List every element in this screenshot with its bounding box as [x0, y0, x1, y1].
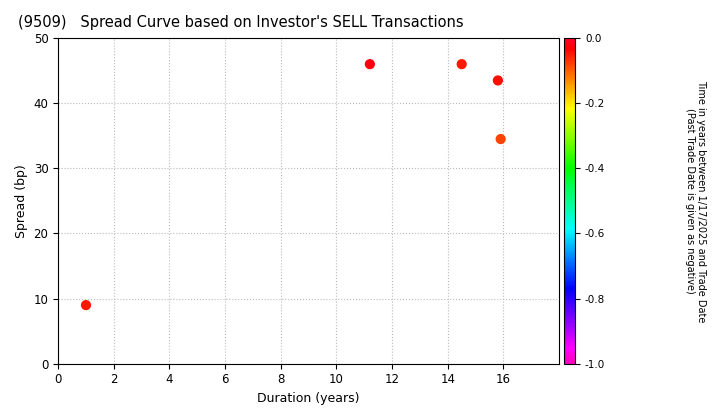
Text: (9509)   Spread Curve based on Investor's SELL Transactions: (9509) Spread Curve based on Investor's …: [18, 15, 464, 30]
Y-axis label: Time in years between 1/17/2025 and Trade Date
(Past Trade Date is given as nega: Time in years between 1/17/2025 and Trad…: [685, 80, 706, 322]
Y-axis label: Spread (bp): Spread (bp): [15, 164, 28, 238]
Point: [364, 61, 376, 68]
Point: [456, 61, 467, 68]
Point: [492, 77, 504, 84]
X-axis label: Duration (years): Duration (years): [257, 392, 360, 405]
Point: [495, 136, 506, 142]
Point: [80, 302, 91, 308]
